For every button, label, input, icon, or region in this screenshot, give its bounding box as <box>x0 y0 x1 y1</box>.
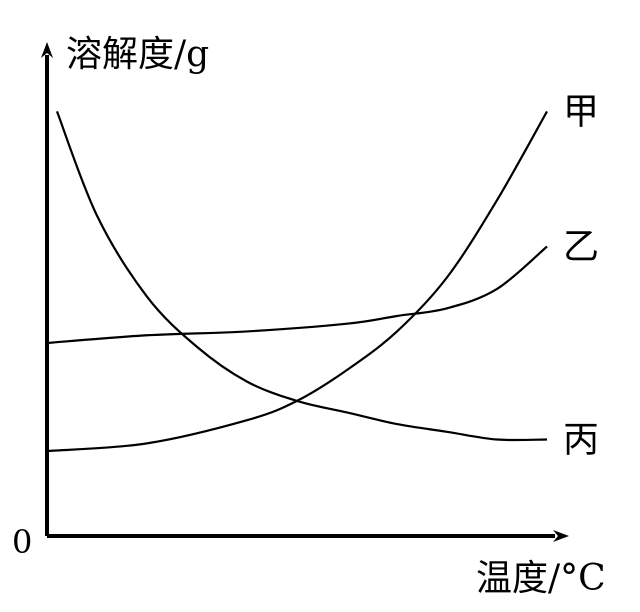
series-line-3 <box>55 111 548 442</box>
series-line-2 <box>46 245 548 345</box>
x-axis-arrow <box>553 530 569 542</box>
series-layer: 甲乙丙 <box>46 91 599 461</box>
x-axis-label: 温度/°C <box>476 558 606 599</box>
series-label-3: 丙 <box>563 420 599 461</box>
y-axis-arrow <box>41 42 53 58</box>
series-line-1 <box>46 110 548 453</box>
series-label-1: 甲 <box>563 91 599 132</box>
series-label-2: 乙 <box>563 227 599 268</box>
y-axis-label: 溶解度/g <box>66 34 209 75</box>
origin-label: 0 <box>12 523 32 561</box>
